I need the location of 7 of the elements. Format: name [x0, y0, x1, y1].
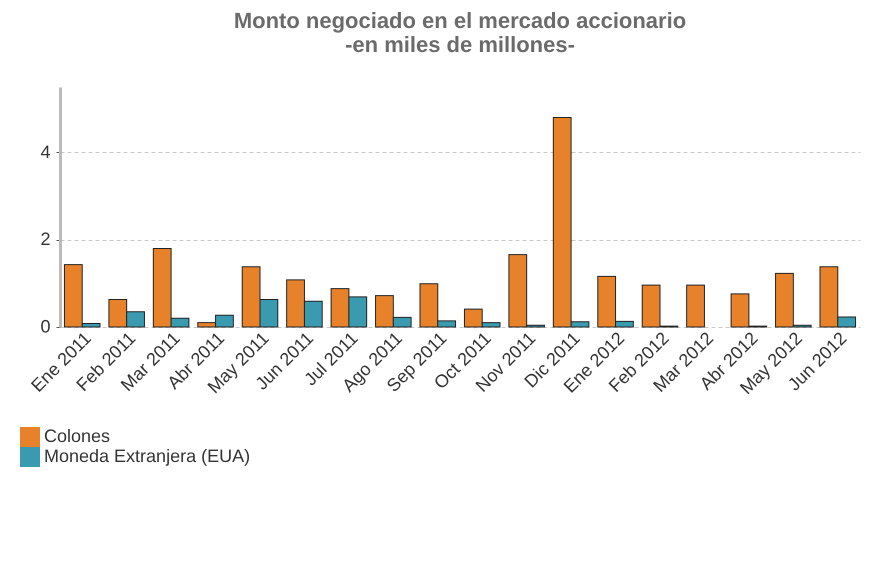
- chart-title: Monto negociado en el mercado accionario -en miles de millones-: [234, 8, 686, 57]
- legend-label: Colones: [44, 426, 110, 446]
- bar: [686, 284, 705, 328]
- y-tick-label: 0: [40, 316, 50, 336]
- legend-label: Moneda Extranjera (EUA): [44, 446, 250, 466]
- y-tick-label: 4: [40, 142, 50, 162]
- y-tick-label: 2: [40, 229, 50, 250]
